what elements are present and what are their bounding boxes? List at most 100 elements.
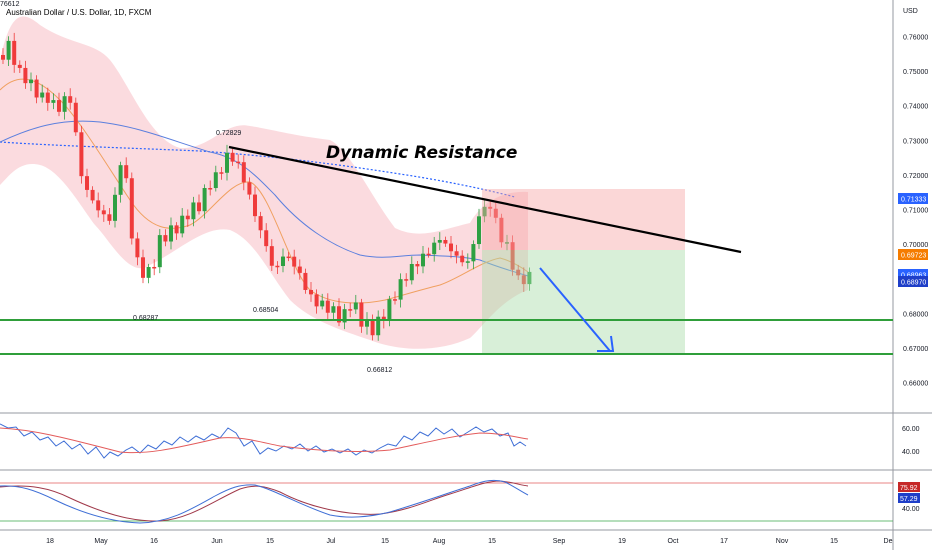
candle-body bbox=[443, 239, 448, 244]
projection-arrowhead bbox=[597, 335, 615, 352]
candle-body bbox=[488, 206, 493, 209]
price-tick-label: 0.67000 bbox=[903, 346, 928, 353]
candle-body bbox=[253, 194, 257, 217]
candle-body bbox=[365, 320, 369, 327]
price-axis[interactable]: 0.76000 0.75000 0.74000 0.73000 0.72000 0.710… bbox=[903, 35, 928, 388]
candle-body bbox=[241, 162, 246, 183]
rsi-signal-line bbox=[0, 427, 529, 454]
candle-body bbox=[331, 306, 336, 313]
rsi-level-40: 40.00 bbox=[902, 449, 920, 456]
candle-body bbox=[169, 225, 173, 242]
candle-body bbox=[510, 242, 515, 270]
price-tick-label: 0.70000 bbox=[903, 242, 928, 249]
time-tick-label: 15 bbox=[488, 538, 496, 545]
time-tick-label: 16 bbox=[150, 538, 158, 545]
candle-body bbox=[309, 289, 313, 295]
candle-body bbox=[197, 202, 201, 212]
candle-body bbox=[90, 189, 95, 201]
candle-body bbox=[281, 256, 285, 267]
candle-body bbox=[398, 279, 403, 300]
time-tick-label: May bbox=[94, 538, 108, 545]
price-tag-entry: 0.71333 bbox=[898, 193, 928, 204]
candle-body bbox=[482, 206, 487, 217]
price-tick-label: 0.75000 bbox=[903, 69, 928, 76]
candle-body bbox=[152, 266, 157, 269]
stoch-panel: 40.00 bbox=[0, 479, 920, 524]
svg-text:75.92: 75.92 bbox=[900, 485, 918, 492]
price-tick-label: 0.66000 bbox=[903, 381, 928, 388]
stoch-level-40: 40.00 bbox=[902, 506, 920, 513]
candle-body bbox=[135, 238, 140, 258]
candle-body bbox=[342, 309, 347, 323]
candle-body bbox=[96, 200, 101, 211]
rsi-line bbox=[0, 423, 527, 459]
candlestick-series bbox=[1, 32, 532, 341]
candle-body bbox=[1, 55, 5, 60]
svg-text:0.71333: 0.71333 bbox=[901, 197, 926, 204]
candle-body bbox=[359, 302, 364, 327]
stoch-k-line bbox=[0, 479, 529, 524]
rsi-panel: 60.00 40.00 bbox=[0, 423, 920, 459]
candle-body bbox=[415, 264, 420, 267]
dynamic-resistance-trendline[interactable] bbox=[228, 145, 742, 254]
price-tick-label: 0.74000 bbox=[903, 104, 928, 111]
candle-body bbox=[163, 235, 168, 242]
candle-body bbox=[505, 242, 509, 244]
currency-label: USD bbox=[903, 8, 918, 15]
time-tick-label: 15 bbox=[266, 538, 274, 545]
candle-body bbox=[376, 316, 381, 336]
svg-text:0.68970: 0.68970 bbox=[901, 280, 926, 287]
candle-body bbox=[17, 64, 22, 68]
candle-body bbox=[213, 172, 218, 189]
candle-body bbox=[521, 275, 526, 285]
time-axis[interactable]: 18 May 16 Jun 15 Jul 15 Aug 15 Sep 19 Oct 17 Nov 15 De bbox=[46, 538, 892, 545]
candle-body bbox=[353, 302, 358, 310]
candle-body bbox=[118, 165, 123, 195]
candle-body bbox=[225, 152, 229, 173]
candle-body bbox=[73, 102, 78, 133]
time-tick-label: Nov bbox=[776, 538, 789, 545]
time-tick-label: Oct bbox=[668, 538, 679, 545]
price-tick-label: 0.68000 bbox=[903, 311, 928, 318]
candle-body bbox=[230, 152, 235, 162]
low-annotation-jun: 0.68504 bbox=[253, 307, 278, 314]
candle-body bbox=[208, 188, 213, 190]
candle-body bbox=[449, 243, 453, 252]
time-tick-label: 15 bbox=[381, 538, 389, 545]
candle-body bbox=[202, 188, 207, 212]
time-tick-label: 18 bbox=[46, 538, 54, 545]
candle-body bbox=[247, 182, 252, 195]
time-tick-label: 19 bbox=[618, 538, 626, 545]
candle-body bbox=[460, 255, 465, 263]
ema-fast-line bbox=[0, 78, 529, 304]
time-tick-label: Sep bbox=[553, 538, 566, 545]
time-tick-label: 15 bbox=[830, 538, 838, 545]
candle-body bbox=[180, 215, 185, 234]
candle-body bbox=[124, 165, 129, 179]
candle-body bbox=[23, 67, 28, 84]
candle-body bbox=[6, 40, 11, 60]
candle-body bbox=[12, 40, 17, 65]
price-tag-sma: 0.69723 bbox=[898, 249, 928, 260]
candle-body bbox=[320, 300, 325, 307]
time-tick-label: De bbox=[884, 538, 893, 545]
candle-body bbox=[113, 194, 117, 221]
candle-body bbox=[174, 225, 179, 234]
candle-body bbox=[236, 161, 241, 164]
candle-body bbox=[348, 309, 353, 311]
candle-body bbox=[404, 279, 409, 281]
candle-body bbox=[337, 306, 341, 323]
candle-body bbox=[493, 208, 498, 218]
bollinger-band bbox=[0, 16, 528, 349]
candle-body bbox=[314, 294, 319, 307]
candle-body bbox=[40, 92, 45, 98]
candle-body bbox=[141, 257, 145, 278]
low-annotation-may: 0.68287 bbox=[133, 315, 158, 322]
projection-arrow[interactable] bbox=[539, 267, 611, 352]
candle-body bbox=[68, 96, 73, 103]
clipped-price: 76612 bbox=[0, 1, 20, 8]
candle-body bbox=[264, 230, 269, 247]
candle-body bbox=[303, 272, 308, 290]
candle-body bbox=[34, 79, 39, 98]
